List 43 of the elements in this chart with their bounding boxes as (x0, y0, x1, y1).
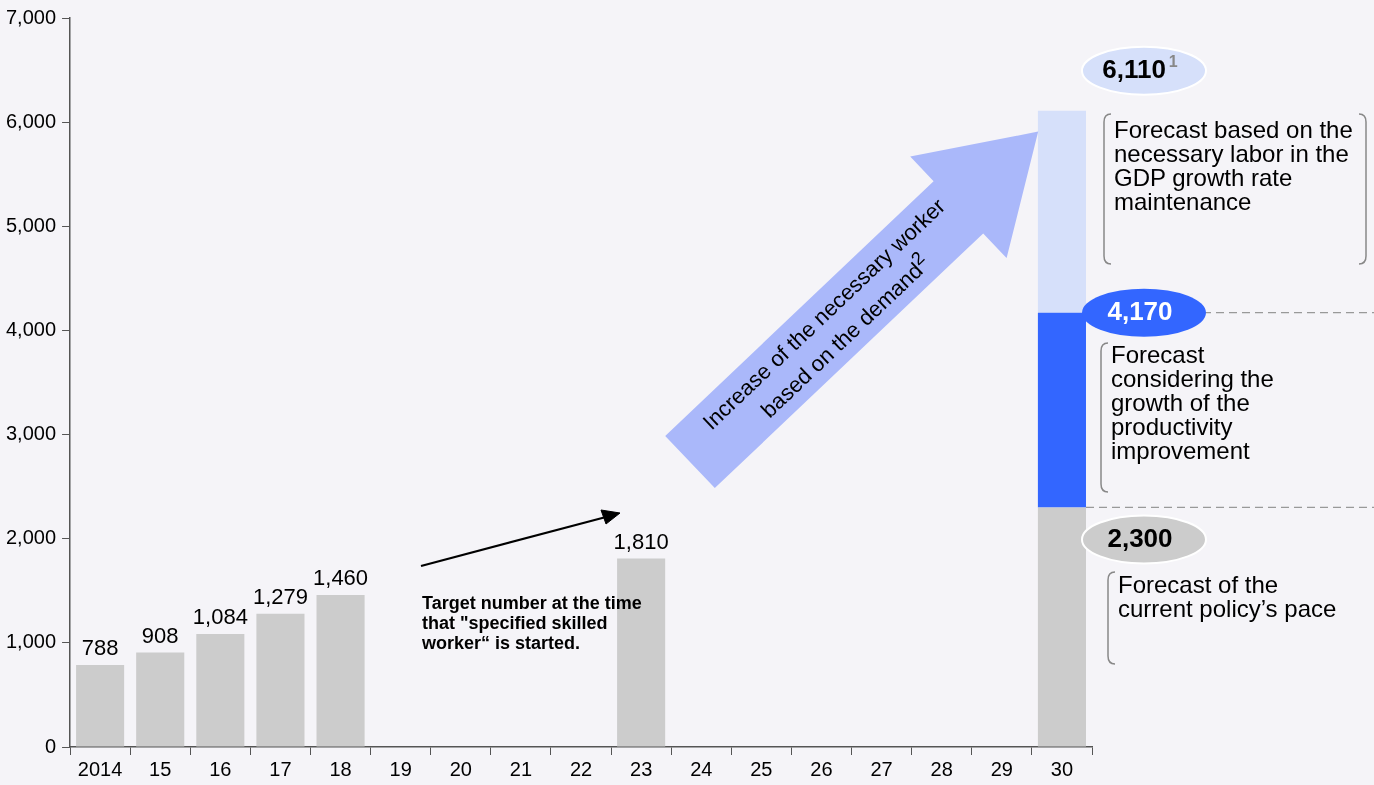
annotation: Target number at the time that "specified skilled worker“ is started. (422, 593, 643, 653)
x-tick-label: 16 (209, 757, 232, 780)
x-tick-label: 21 (509, 757, 533, 780)
bar (316, 594, 365, 747)
data-label: 1,279 (252, 583, 308, 609)
x-tick-label: 23 (630, 757, 653, 780)
x-tick-label: 26 (810, 757, 833, 780)
x-tick-label: 2014 (77, 757, 123, 780)
data-label: 908 (141, 622, 179, 648)
y-tick-label: 3,000 (5, 422, 57, 445)
y-tick-label: 4,000 (5, 317, 57, 340)
x-tick-label: 27 (870, 757, 893, 780)
data-label: 788 (81, 635, 119, 660)
text: Forecast of the current policy’s pace (1118, 571, 1338, 622)
data-label: 1,084 (192, 604, 248, 630)
bar (76, 664, 125, 747)
x-tick-label: 28 (930, 757, 953, 780)
y-tick-label: 1,000 (5, 630, 57, 653)
bar (136, 652, 185, 747)
bar (256, 613, 305, 747)
annotation: 2,300 (1107, 522, 1173, 553)
data-label: 1,810 (613, 528, 669, 554)
y-tick-label: 2,000 (5, 526, 57, 549)
x-tick-label: 18 (329, 757, 352, 780)
bar (196, 634, 245, 747)
text: Forecast based on the necessary labor in the GDP growth rate maintenance (1114, 116, 1354, 215)
annotation: 4,170 (1107, 295, 1173, 326)
text: Forecast considering the growth of the productivity improvement (1111, 341, 1275, 464)
data-label: 1,460 (313, 565, 369, 591)
y-tick-label: 6,000 (5, 109, 57, 132)
x-tick-label: 25 (750, 757, 773, 780)
x-tick-label: 24 (690, 757, 713, 780)
y-tick-label: 7,000 (5, 5, 57, 28)
x-tick-label: 17 (269, 757, 292, 780)
x-tick-label: 22 (569, 757, 593, 780)
x-tick-label: 30 (1050, 757, 1074, 780)
x-tick-label: 29 (990, 757, 1013, 780)
bar (1037, 110, 1086, 313)
x-tick-label: 15 (149, 757, 172, 780)
x-tick-label: 19 (389, 757, 412, 780)
y-tick-label: 5,000 (5, 213, 57, 236)
y-tick-label: 0 (44, 734, 57, 757)
x-tick-label: 20 (449, 757, 472, 780)
